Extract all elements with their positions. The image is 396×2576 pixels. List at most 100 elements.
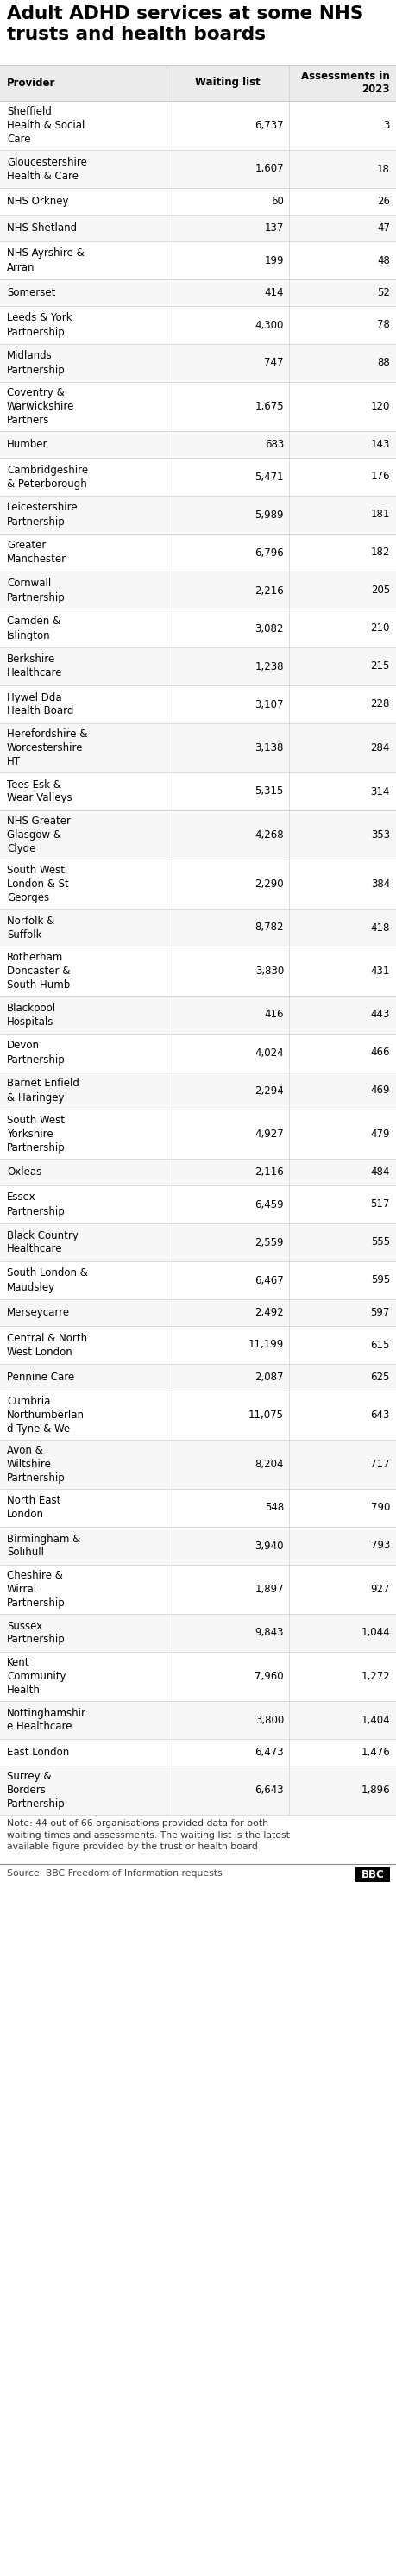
Text: Waiting list: Waiting list <box>195 77 260 88</box>
Text: 747: 747 <box>264 358 283 368</box>
Bar <box>0 1110 396 1159</box>
Text: 625: 625 <box>370 1370 389 1383</box>
Text: 1,607: 1,607 <box>254 162 283 175</box>
Bar <box>355 1868 389 1883</box>
Bar <box>0 724 396 773</box>
Bar <box>0 572 396 611</box>
Text: 353: 353 <box>370 829 389 840</box>
Text: 597: 597 <box>370 1306 389 1319</box>
Text: 18: 18 <box>376 162 389 175</box>
Text: Rotherham
Doncaster &
South Humb: Rotherham Doncaster & South Humb <box>7 951 70 992</box>
Bar <box>0 1739 396 1765</box>
Text: South West
London & St
Georges: South West London & St Georges <box>7 866 69 904</box>
Bar <box>0 773 396 811</box>
Bar <box>0 647 396 685</box>
Text: 9,843: 9,843 <box>254 1628 283 1638</box>
Text: Surrey &
Borders
Partnership: Surrey & Borders Partnership <box>7 1770 65 1808</box>
Text: Cheshire &
Wirral
Partnership: Cheshire & Wirral Partnership <box>7 1569 65 1607</box>
Text: Greater
Manchester: Greater Manchester <box>7 541 67 564</box>
Text: Essex
Partnership: Essex Partnership <box>7 1193 65 1216</box>
Text: 176: 176 <box>370 471 389 482</box>
Text: Note: 44 out of 66 organisations provided data for both
waiting times and assess: Note: 44 out of 66 organisations provide… <box>7 1819 289 1852</box>
Text: 78: 78 <box>376 319 389 330</box>
Bar <box>0 611 396 647</box>
Text: 418: 418 <box>370 922 389 933</box>
Text: 2,294: 2,294 <box>254 1084 283 1097</box>
Text: 47: 47 <box>376 222 389 234</box>
Text: 1,238: 1,238 <box>254 662 283 672</box>
Text: Oxleas: Oxleas <box>7 1167 42 1177</box>
Text: Adult ADHD services at some NHS
trusts and health boards: Adult ADHD services at some NHS trusts a… <box>7 5 363 44</box>
Bar <box>0 811 396 860</box>
Text: Norfolk &
Suffolk: Norfolk & Suffolk <box>7 914 55 940</box>
Text: 6,737: 6,737 <box>254 121 283 131</box>
Text: Birmingham &
Solihull: Birmingham & Solihull <box>7 1533 80 1558</box>
Bar <box>0 345 396 381</box>
Text: Merseycarre: Merseycarre <box>7 1306 70 1319</box>
Text: East London: East London <box>7 1747 69 1757</box>
Text: 4,300: 4,300 <box>255 319 283 330</box>
Bar <box>0 945 396 997</box>
Text: 5,315: 5,315 <box>255 786 283 796</box>
Bar <box>0 1224 396 1262</box>
Bar <box>0 685 396 724</box>
Text: 2,290: 2,290 <box>254 878 283 889</box>
Bar <box>0 1327 396 1363</box>
Text: 643: 643 <box>370 1409 389 1422</box>
Text: 8,204: 8,204 <box>254 1458 283 1471</box>
Text: 431: 431 <box>370 966 389 976</box>
Text: Cambridgeshire
& Peterborough: Cambridgeshire & Peterborough <box>7 464 88 489</box>
Text: Gloucestershire
Health & Care: Gloucestershire Health & Care <box>7 157 87 180</box>
Bar <box>0 1159 396 1185</box>
Text: 6,473: 6,473 <box>254 1747 283 1757</box>
Bar <box>0 495 396 533</box>
Bar <box>0 0 396 64</box>
Text: Blackpool
Hospitals: Blackpool Hospitals <box>7 1002 56 1028</box>
Bar <box>0 533 396 572</box>
Text: Central & North
West London: Central & North West London <box>7 1332 87 1358</box>
Text: Herefordshire &
Worcestershire
HT: Herefordshire & Worcestershire HT <box>7 729 87 768</box>
Text: 199: 199 <box>264 255 283 265</box>
Text: 52: 52 <box>376 286 389 299</box>
Text: Avon &
Wiltshire
Partnership: Avon & Wiltshire Partnership <box>7 1445 65 1484</box>
Text: 2,492: 2,492 <box>254 1306 283 1319</box>
Bar <box>0 100 396 149</box>
Text: Tees Esk &
Wear Valleys: Tees Esk & Wear Valleys <box>7 778 72 804</box>
Text: 479: 479 <box>370 1128 389 1139</box>
Text: 469: 469 <box>370 1084 389 1097</box>
Bar <box>0 1651 396 1700</box>
Bar <box>0 997 396 1033</box>
Text: 384: 384 <box>370 878 389 889</box>
Text: 88: 88 <box>377 358 389 368</box>
Text: Cornwall
Partnership: Cornwall Partnership <box>7 577 65 603</box>
Text: 210: 210 <box>370 623 389 634</box>
Text: Source: BBC Freedom of Information requests: Source: BBC Freedom of Information reque… <box>7 1870 222 1878</box>
Text: 8,782: 8,782 <box>254 922 283 933</box>
Text: 1,272: 1,272 <box>360 1672 389 1682</box>
Text: Sussex
Partnership: Sussex Partnership <box>7 1620 65 1646</box>
Text: 3,800: 3,800 <box>255 1713 283 1726</box>
Text: 683: 683 <box>264 438 283 451</box>
Text: 60: 60 <box>270 196 283 206</box>
Text: 548: 548 <box>264 1502 283 1515</box>
Text: Devon
Partnership: Devon Partnership <box>7 1041 65 1064</box>
Text: 284: 284 <box>370 742 389 755</box>
Text: 484: 484 <box>370 1167 389 1177</box>
Text: 466: 466 <box>370 1046 389 1059</box>
Bar <box>0 188 396 214</box>
Bar <box>0 1489 396 1528</box>
Bar <box>0 1298 396 1327</box>
Text: 48: 48 <box>376 255 389 265</box>
Text: Somerset: Somerset <box>7 286 55 299</box>
Text: 443: 443 <box>370 1010 389 1020</box>
Text: Hywel Dda
Health Board: Hywel Dda Health Board <box>7 693 74 716</box>
Bar <box>0 242 396 278</box>
Text: 7,960: 7,960 <box>254 1672 283 1682</box>
Text: 793: 793 <box>370 1540 389 1551</box>
Bar <box>0 1615 396 1651</box>
Text: Assessments in
2023: Assessments in 2023 <box>301 70 389 95</box>
Text: NHS Orkney: NHS Orkney <box>7 196 69 206</box>
Text: 615: 615 <box>370 1340 389 1350</box>
Text: 595: 595 <box>370 1275 389 1285</box>
Text: 182: 182 <box>370 546 389 559</box>
